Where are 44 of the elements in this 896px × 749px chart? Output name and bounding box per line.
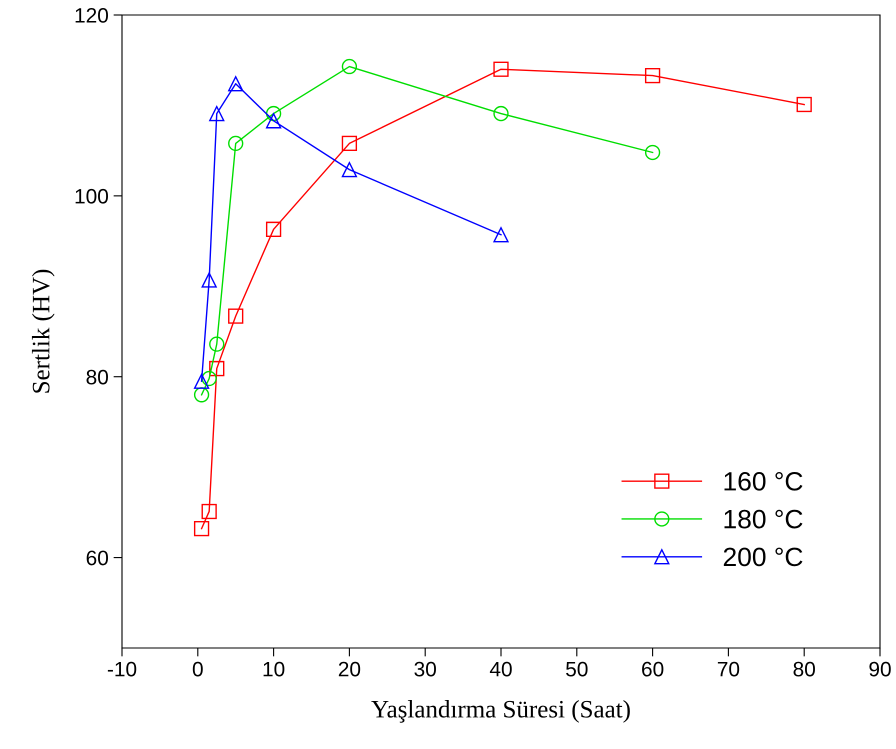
legend-label: 180 °C (724, 510, 802, 528)
x-tick-label: 40 (490, 662, 512, 676)
x-axis-title: Yaşlandırma Süresi (Saat) (371, 700, 630, 723)
y-axis-title: Sertlik (HV) (32, 270, 55, 393)
point (796, 96, 812, 112)
x-tick-label: 30 (414, 662, 436, 676)
point (342, 136, 358, 152)
legend-label: 160 °C (724, 472, 802, 491)
point (493, 62, 509, 77)
x-tick-label: -10 (108, 662, 136, 676)
point (493, 106, 509, 122)
point (209, 106, 224, 122)
point (266, 222, 282, 237)
point (493, 227, 509, 242)
x-tick-label: 70 (718, 662, 740, 676)
point (342, 58, 358, 74)
point (194, 374, 210, 389)
point (342, 162, 358, 178)
point (202, 370, 217, 386)
y-tick-label: 120 (76, 8, 108, 23)
point (228, 76, 244, 92)
point (266, 106, 282, 122)
x-tick-label: 50 (566, 662, 588, 676)
point (202, 272, 217, 288)
point (209, 360, 224, 376)
x-tick-label: 10 (264, 662, 284, 676)
y-tick-label: 80 (86, 370, 108, 384)
x-tick-label: 90 (869, 662, 891, 676)
x-tick-label: 0 (192, 662, 203, 676)
x-tick-label: 80 (794, 662, 815, 676)
point (228, 136, 244, 152)
point (209, 336, 224, 352)
legend-label: 200 °C (724, 548, 802, 566)
y-tick-label: 100 (76, 188, 108, 204)
x-tick-label: 20 (338, 662, 360, 676)
point (644, 68, 660, 84)
point (194, 520, 210, 536)
point (202, 504, 217, 520)
point (644, 144, 660, 160)
y-tick-label: 60 (86, 550, 108, 566)
point (194, 387, 210, 402)
point (228, 308, 244, 324)
x-tick-label: 60 (642, 662, 664, 676)
point (266, 113, 282, 128)
